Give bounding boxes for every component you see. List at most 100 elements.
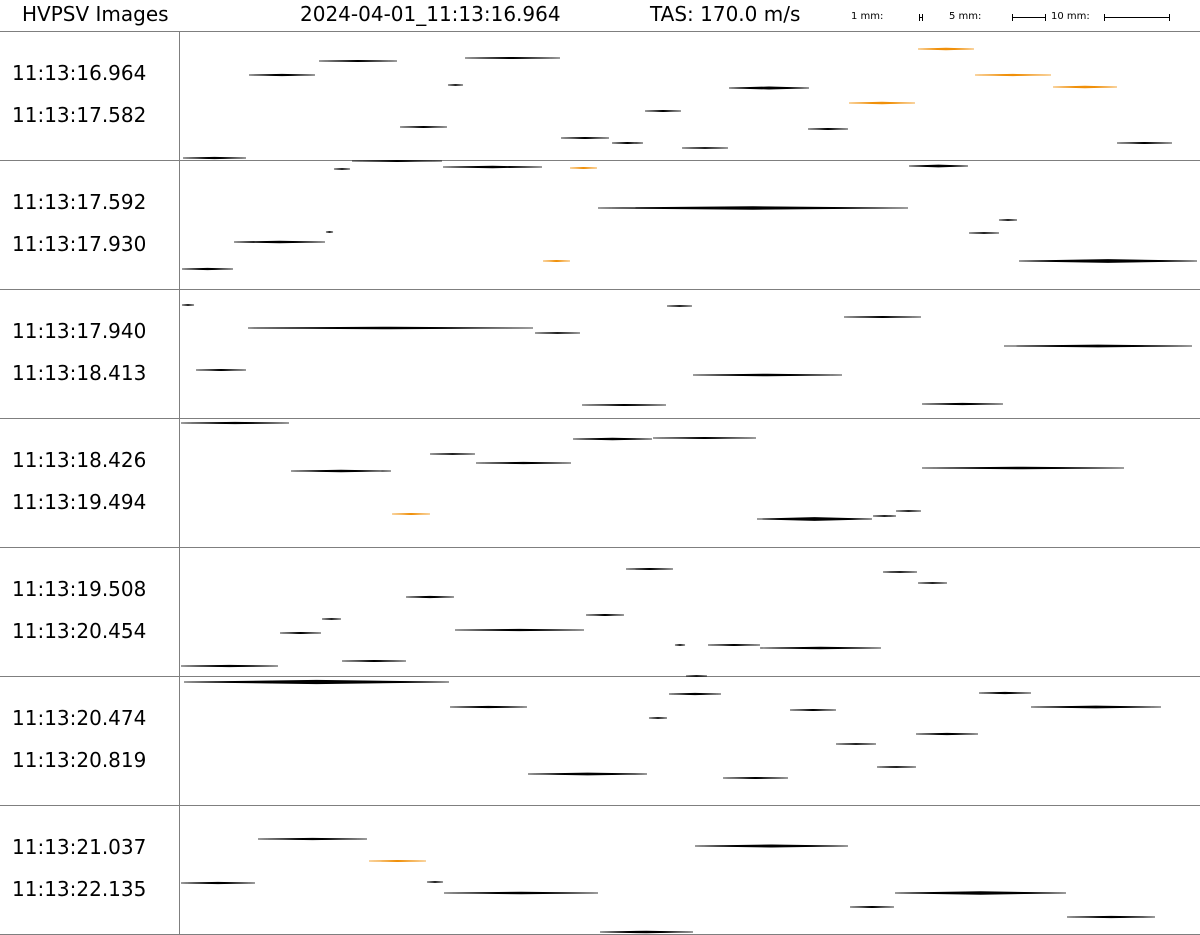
particle-streak bbox=[279, 631, 322, 635]
particle-streak bbox=[895, 510, 922, 512]
particle-streak bbox=[611, 141, 644, 145]
particle-streak bbox=[321, 618, 342, 620]
particle-streak bbox=[405, 595, 455, 599]
particle-streak bbox=[325, 231, 334, 233]
particle-streak bbox=[908, 164, 969, 168]
strip-start-time: 11:13:18.426 bbox=[12, 448, 146, 472]
strip-start-time: 11:13:21.037 bbox=[12, 835, 146, 859]
particle-streak bbox=[599, 930, 694, 934]
particle-streak bbox=[921, 466, 1125, 470]
scale-1mm-bar bbox=[919, 14, 923, 21]
highlighted-particle-streak bbox=[848, 101, 916, 105]
highlighted-particle-streak bbox=[974, 73, 1052, 77]
strip-end-time: 11:13:17.930 bbox=[12, 232, 146, 256]
particle-streak bbox=[248, 73, 316, 77]
strip-end-time: 11:13:20.454 bbox=[12, 619, 146, 643]
particle-streak bbox=[685, 675, 708, 677]
highlighted-particle-streak bbox=[368, 859, 427, 863]
particle-streak bbox=[181, 304, 195, 306]
scale-10mm-label: 10 mm: bbox=[1051, 11, 1090, 22]
particle-streak bbox=[807, 127, 849, 131]
particle-streak bbox=[183, 679, 450, 685]
image-timestamp: 2024-04-01_11:13:16.964 bbox=[300, 2, 561, 26]
particle-streak bbox=[843, 315, 922, 319]
scale-5mm-label: 5 mm: bbox=[949, 11, 982, 22]
true-airspeed: TAS: 170.0 m/s bbox=[650, 2, 801, 26]
strip-start-time: 11:13:19.508 bbox=[12, 577, 146, 601]
particle-streak bbox=[181, 267, 234, 271]
particle-streak bbox=[341, 659, 407, 663]
particle-streak bbox=[318, 59, 398, 63]
particle-streak bbox=[527, 772, 648, 776]
particle-streak bbox=[668, 692, 722, 696]
particle-streak bbox=[233, 240, 326, 244]
particle-streak bbox=[917, 582, 948, 584]
particle-streak bbox=[756, 517, 873, 521]
particle-streak bbox=[429, 453, 476, 455]
particle-streak bbox=[894, 891, 1067, 895]
particle-streak bbox=[247, 326, 534, 330]
particle-streak bbox=[572, 437, 653, 441]
particle-streak bbox=[1003, 344, 1193, 348]
particle-streak bbox=[666, 305, 693, 307]
strip-end-time: 11:13:19.494 bbox=[12, 490, 146, 514]
particle-streak bbox=[707, 643, 761, 647]
particle-streak bbox=[789, 708, 837, 712]
particle-streak bbox=[560, 136, 610, 140]
particle-streak bbox=[180, 421, 290, 425]
particle-streak bbox=[694, 844, 849, 848]
strip-start-time: 11:13:17.940 bbox=[12, 319, 146, 343]
scale-1mm-label: 1 mm: bbox=[851, 11, 884, 22]
particle-streak bbox=[978, 691, 1032, 695]
particle-streak bbox=[921, 402, 1004, 406]
header-bar: HVPSV Images 2024-04-01_11:13:16.964 TAS… bbox=[0, 0, 1200, 31]
particle-streak bbox=[351, 159, 443, 163]
particle-streak bbox=[876, 766, 917, 768]
particle-streak bbox=[333, 168, 351, 170]
particle-streak bbox=[681, 147, 729, 149]
particle-streak bbox=[443, 891, 599, 895]
particle-streak bbox=[1116, 141, 1173, 145]
particle-streak bbox=[1030, 705, 1162, 709]
particle-streak bbox=[998, 219, 1018, 221]
particle-streak bbox=[835, 743, 877, 745]
particle-streak bbox=[180, 664, 279, 668]
strip-end-time: 11:13:17.582 bbox=[12, 103, 146, 127]
particle-streak bbox=[597, 206, 909, 210]
particle-streak bbox=[625, 567, 674, 571]
particle-streak bbox=[872, 515, 897, 517]
particle-streak bbox=[915, 732, 979, 736]
highlighted-particle-streak bbox=[542, 259, 571, 263]
particle-streak bbox=[648, 717, 668, 719]
particle-streak bbox=[692, 373, 843, 377]
particle-streak bbox=[464, 56, 561, 60]
particle-streak bbox=[882, 571, 918, 573]
particle-streak bbox=[257, 837, 368, 841]
particle-streak bbox=[585, 613, 625, 617]
highlighted-particle-streak bbox=[391, 512, 431, 516]
strip-start-time: 11:13:20.474 bbox=[12, 706, 146, 730]
particle-streak bbox=[182, 156, 247, 160]
highlighted-particle-streak bbox=[1052, 85, 1118, 89]
particle-streak bbox=[195, 368, 247, 372]
scale-5mm-bar bbox=[1012, 14, 1046, 21]
strip-start-time: 11:13:17.592 bbox=[12, 190, 146, 214]
strip-end-time: 11:13:20.819 bbox=[12, 748, 146, 772]
particle-streak bbox=[644, 109, 682, 113]
particle-streak bbox=[968, 232, 1000, 234]
particle-streak bbox=[449, 705, 528, 709]
particle-streak bbox=[290, 469, 392, 473]
highlighted-particle-streak bbox=[917, 47, 975, 51]
highlighted-particle-streak bbox=[569, 166, 598, 170]
particle-streak bbox=[447, 84, 464, 86]
particle-streak bbox=[534, 332, 581, 334]
particle-streak bbox=[442, 165, 543, 169]
particle-streak bbox=[759, 646, 882, 650]
particle-streak bbox=[849, 905, 895, 909]
particle-streak bbox=[180, 881, 256, 885]
particle-streak bbox=[722, 776, 789, 780]
particle-streak bbox=[1018, 259, 1198, 263]
particle-streak bbox=[652, 436, 757, 440]
image-title: HVPSV Images bbox=[22, 2, 169, 26]
